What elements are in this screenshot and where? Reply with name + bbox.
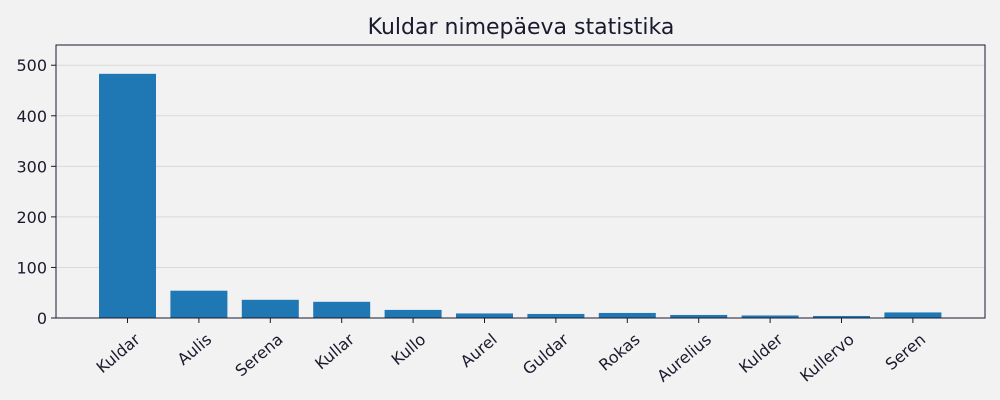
x-tick-label: Kulder (735, 329, 786, 377)
x-tick-label: Kuldar (93, 329, 144, 376)
bar-kullervo (813, 315, 870, 318)
x-tick-label: Kullervo (796, 330, 858, 386)
x-tick-label: Serena (231, 330, 286, 381)
y-tick-label: 200 (16, 208, 47, 227)
y-tick-label: 0 (37, 309, 47, 328)
x-tick-label: Aulis (174, 330, 216, 369)
x-tick-label: Kullo (388, 330, 430, 369)
plot-frame (55, 44, 986, 319)
bar-kullo (384, 309, 442, 318)
y-tick-label: 300 (16, 157, 47, 176)
x-axis: Kuldar Aulis Serena Kullar Kullo Aurel Guldar R… (93, 318, 930, 386)
y-tick-label: 100 (16, 258, 47, 277)
bar-rokas (598, 312, 656, 318)
bar-guldar (527, 313, 585, 318)
x-tick-label: Rokas (595, 330, 643, 375)
bar-aurelius (670, 314, 728, 318)
x-tick-label: Guldar (519, 329, 573, 378)
y-tick-label: 400 (16, 107, 47, 126)
y-axis: 0 100 200 300 400 500 (16, 56, 56, 328)
x-tick-label: Aurelius (653, 330, 715, 386)
bar-aulis (170, 290, 228, 318)
bar-kulder (741, 315, 799, 318)
bar-serena (241, 299, 299, 318)
gridlines (56, 64, 985, 268)
bar-kullar (313, 301, 371, 318)
bar-aurel (456, 313, 513, 318)
x-tick-label: Aurel (457, 330, 501, 371)
bar-kuldar (99, 73, 156, 318)
chart-title: Kuldar nimepäeva statistika (368, 15, 675, 40)
y-tick-label: 500 (16, 56, 47, 75)
bars (99, 73, 942, 318)
bar-seren (884, 312, 942, 318)
x-tick-label: Seren (882, 330, 930, 374)
x-tick-label: Kullar (311, 329, 358, 373)
